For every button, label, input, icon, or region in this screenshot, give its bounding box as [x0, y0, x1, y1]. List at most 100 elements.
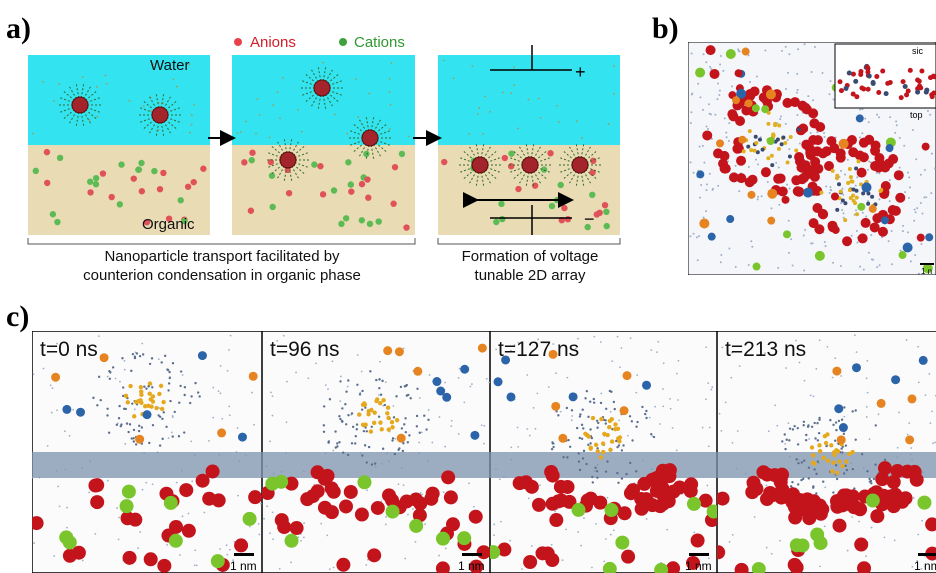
solvent [49, 384, 52, 387]
ligand [376, 130, 391, 137]
solvent [577, 531, 580, 533]
ligand [168, 376, 171, 380]
ligand [832, 491, 835, 494]
solvent [934, 441, 936, 444]
solvent [203, 511, 206, 514]
ligand [140, 426, 144, 429]
anion [338, 499, 353, 514]
solvent [724, 401, 727, 404]
solvent [728, 122, 731, 125]
solvent [300, 539, 302, 542]
ion [702, 130, 713, 141]
ligand [75, 111, 80, 127]
ligand [844, 444, 848, 447]
core [125, 400, 131, 405]
ion [138, 188, 146, 195]
solvent [859, 265, 862, 268]
solvent [823, 135, 826, 138]
solvent [881, 236, 884, 239]
ligand [171, 362, 175, 365]
solvent [914, 253, 917, 256]
ligand [134, 443, 138, 446]
solvent [517, 341, 520, 344]
solvent [384, 381, 387, 384]
ligand [288, 166, 293, 182]
ion [493, 377, 503, 387]
inset-dot [876, 89, 882, 95]
ligand [160, 121, 165, 137]
ligand [459, 157, 474, 164]
solvent [867, 251, 870, 254]
frame: t=127 ns1 nm [490, 331, 717, 573]
solvent [816, 131, 819, 134]
core [139, 392, 144, 398]
solvent [407, 513, 409, 516]
solvent [878, 264, 881, 267]
water-dot [190, 123, 193, 126]
solvent [898, 166, 901, 169]
ligand [121, 386, 125, 389]
ion [345, 159, 352, 166]
solvent [718, 412, 721, 415]
solvent [785, 87, 788, 90]
inset-dot [900, 79, 906, 85]
solvent [139, 531, 142, 533]
solvent [226, 553, 229, 556]
water-dot [483, 95, 486, 98]
solvent [228, 349, 230, 351]
anion [412, 508, 427, 523]
ion [765, 89, 776, 100]
ion [601, 201, 609, 209]
anion [846, 135, 857, 146]
ligand [854, 438, 857, 441]
ligand [645, 409, 648, 413]
ligand [578, 415, 582, 418]
solvent [707, 127, 710, 130]
ion [142, 410, 152, 420]
anion [805, 166, 816, 177]
cation [615, 535, 630, 550]
ligand [636, 420, 639, 424]
solvent [839, 265, 842, 268]
ligand [840, 418, 844, 421]
core [371, 420, 377, 426]
solvent [911, 565, 914, 568]
ligand [304, 73, 317, 84]
ligand [559, 166, 574, 173]
ligand [362, 429, 366, 433]
ion [564, 216, 572, 223]
anion [343, 484, 358, 499]
ligand [350, 412, 354, 415]
cation [274, 474, 289, 489]
ligand [291, 165, 300, 180]
solvent [893, 539, 896, 542]
solvent [905, 339, 908, 341]
core [796, 127, 801, 132]
solvent [757, 195, 760, 198]
core [853, 201, 858, 206]
solvent [734, 164, 737, 167]
ligand [85, 109, 98, 120]
ion [181, 217, 188, 225]
ligand [818, 416, 821, 420]
ligand [580, 171, 585, 187]
cation [706, 504, 717, 519]
ligand [577, 452, 580, 455]
inset-dot [902, 84, 908, 90]
solvent [821, 71, 824, 74]
ligand [151, 423, 155, 427]
water-dot [157, 129, 160, 132]
solvent [728, 247, 731, 250]
ligand [525, 171, 530, 187]
solvent [117, 538, 120, 541]
core [139, 389, 144, 394]
water-dot [355, 78, 357, 80]
solvent [326, 534, 329, 537]
water-dot [468, 133, 471, 135]
solvent [907, 196, 910, 199]
solvent [384, 523, 387, 526]
ligand [585, 169, 598, 180]
ligand [322, 424, 326, 427]
ligand [843, 406, 846, 409]
solvent [908, 186, 911, 189]
